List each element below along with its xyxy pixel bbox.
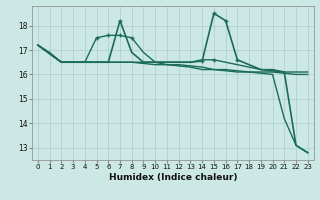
X-axis label: Humidex (Indice chaleur): Humidex (Indice chaleur) [108, 173, 237, 182]
